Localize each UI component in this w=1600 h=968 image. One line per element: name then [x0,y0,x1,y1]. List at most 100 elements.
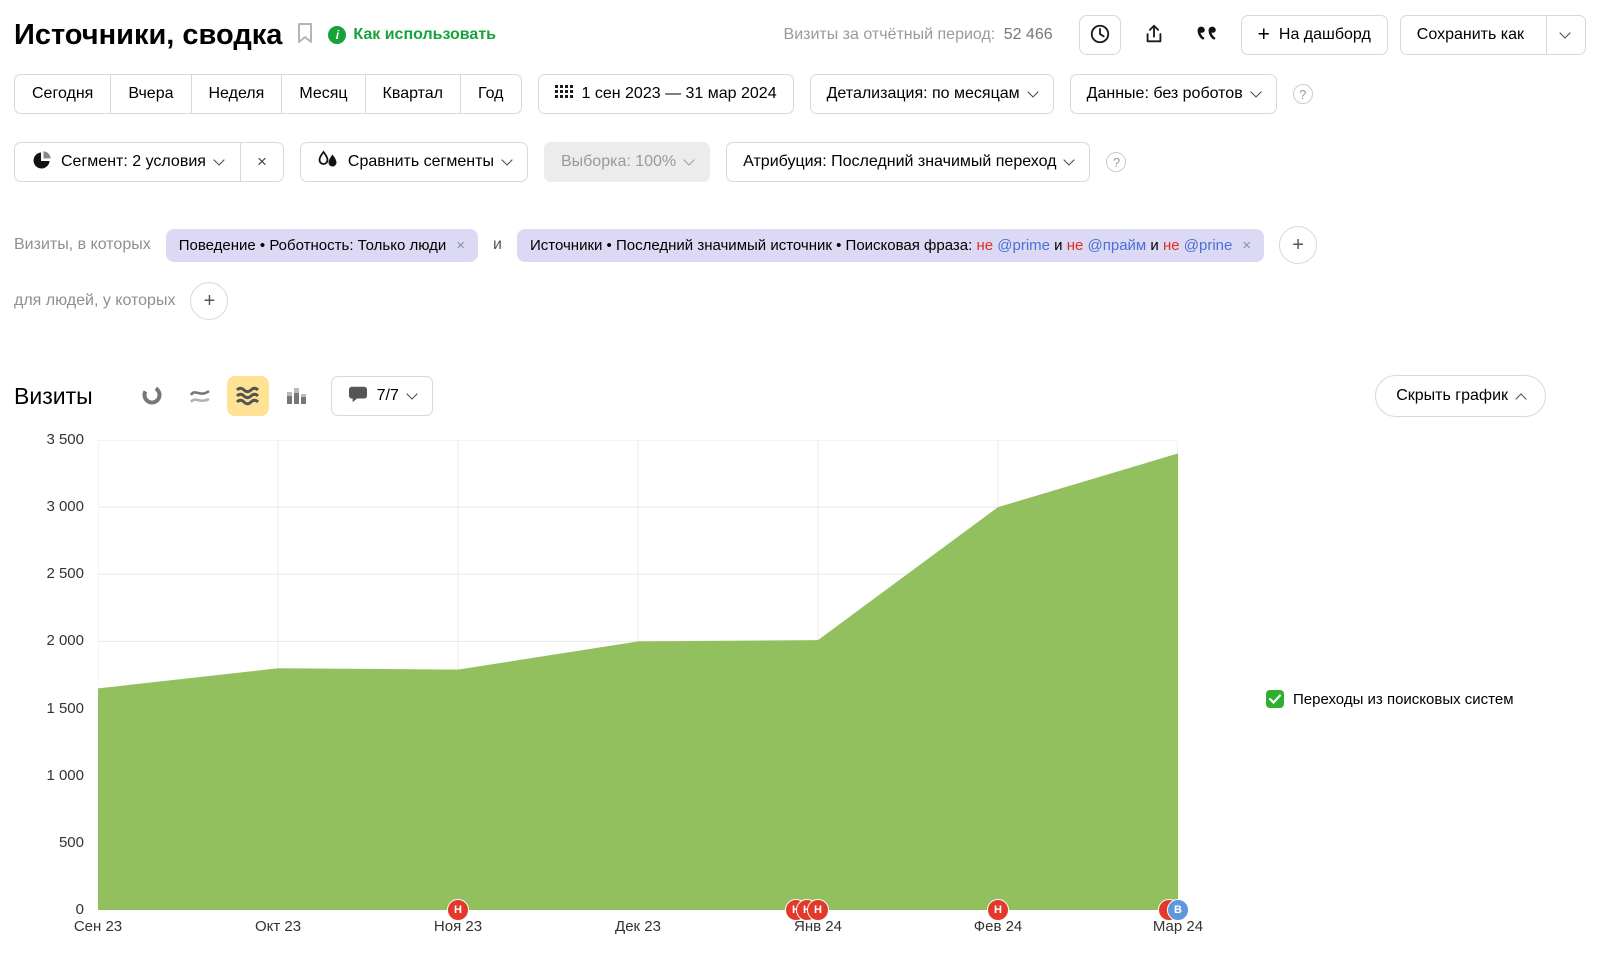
detalization-dropdown[interactable]: Детализация: по месяцам [810,74,1054,114]
chart-legend[interactable]: Переходы из поисковых систем [1266,690,1514,708]
y-axis-label: 2 000 [46,632,84,649]
y-axis-label: 3 000 [46,498,84,515]
donut-chart-icon [139,383,165,410]
droplets-icon [317,150,339,175]
period-tabs: Сегодня Вчера Неделя Месяц Квартал Год [14,74,522,114]
chart-type-pie-button[interactable] [131,376,173,416]
segment-toolbar: Сегмент: 2 условия × Сравнить сегменты В… [14,142,1586,182]
chart-type-area-button[interactable] [227,376,269,416]
info-icon: i [328,26,346,44]
quotes-icon [1196,23,1220,48]
clock-icon [1089,23,1111,48]
how-to-use-link[interactable]: i Как использовать [328,26,496,44]
filter-chip-behavior[interactable]: Поведение • Роботность: Только люди × [166,229,478,262]
x-axis-label: Сен 23 [74,918,122,935]
tab-week[interactable]: Неделя [191,74,283,114]
and-connector: и [493,236,502,254]
stacked-area-icon [235,383,261,410]
sampling-dropdown[interactable]: Выборка: 100% [544,142,710,182]
help-icon[interactable]: ? [1106,152,1126,172]
attribution-dropdown[interactable]: Атрибуция: Последний значимый переход [726,142,1090,182]
tab-quarter[interactable]: Квартал [365,74,461,114]
attribution-label: Атрибуция: Последний значимый переход [743,153,1056,171]
segment-control: Сегмент: 2 условия × [14,142,284,182]
people-conditions-row: для людей, у которых + [14,282,1586,320]
hide-chart-button[interactable]: Скрыть график [1375,375,1546,417]
filter-chip-source[interactable]: Источники • Последний значимый источник … [517,229,1264,262]
add-visit-condition-button[interactable]: + [1279,226,1317,264]
add-to-dashboard-label: На дашборд [1279,26,1371,44]
y-axis-label: 500 [59,834,84,851]
help-icon[interactable]: ? [1293,84,1313,104]
chevron-down-icon [1250,86,1261,97]
y-axis-label: 2 500 [46,565,84,582]
plot-area[interactable]: НННННВ [98,440,1178,910]
chevron-down-icon [213,154,224,165]
add-people-condition-button[interactable]: + [190,282,228,320]
save-as-button[interactable]: Сохранить как [1400,15,1586,55]
pie-segment-icon [32,150,52,175]
segment-label: Сегмент: 2 условия [61,153,206,171]
chevron-down-icon [1064,154,1075,165]
plus-icon: + [1258,24,1270,45]
x-axis-label: Фев 24 [974,918,1023,935]
annotations-button[interactable] [1187,15,1229,55]
segment-dropdown[interactable]: Сегмент: 2 условия [14,142,241,182]
compare-segments-dropdown[interactable]: Сравнить сегменты [300,142,528,182]
add-to-dashboard-button[interactable]: + На дашборд [1241,15,1388,55]
save-as-dropdown[interactable] [1546,16,1569,54]
chart-type-line-button[interactable] [179,376,221,416]
remove-filter-icon[interactable]: × [1242,237,1251,254]
legend-checkbox[interactable] [1266,690,1284,708]
x-axis-label: Ноя 23 [434,918,482,935]
compare-segments-label: Сравнить сегменты [348,153,494,171]
export-button[interactable] [1133,15,1175,55]
hide-chart-label: Скрыть график [1396,387,1508,405]
tab-year[interactable]: Год [460,74,521,114]
data-mode-dropdown[interactable]: Данные: без роботов [1070,74,1277,114]
y-axis-label: 1 000 [46,767,84,784]
date-range-label: 1 сен 2023 — 31 мар 2024 [582,85,777,103]
visits-chart: 05001 0001 5002 0002 5003 0003 500 ННННН… [14,440,1586,946]
filter-chip-behavior-text: Поведение • Роботность: Только люди [179,237,447,254]
date-range-button[interactable]: 1 сен 2023 — 31 мар 2024 [538,74,794,114]
tab-yesterday[interactable]: Вчера [110,74,191,114]
tab-today[interactable]: Сегодня [14,74,111,114]
chart-type-bar-button[interactable] [275,376,317,416]
chevron-down-icon [1027,86,1038,97]
speech-bubble-icon [348,385,368,408]
sources-summary-report: Источники, сводка i Как использовать Виз… [0,0,1600,946]
chart-grid: 05001 0001 5002 0002 5003 0003 500 ННННН… [14,440,1586,910]
annotations-count-label: 7/7 [377,387,399,405]
y-axis-label: 1 500 [46,700,84,717]
chevron-down-icon [1559,27,1570,38]
y-axis-label: 3 500 [46,431,84,448]
stacked-bar-icon [283,383,309,410]
calendar-grid-icon [555,85,573,104]
bookmark-icon[interactable] [296,22,314,49]
tab-month[interactable]: Месяц [281,74,365,114]
legend-label: Переходы из поисковых систем [1293,691,1514,708]
report-header: Источники, сводка i Как использовать Виз… [14,12,1586,58]
x-axis-label: Янв 24 [794,918,842,935]
clear-segment-button[interactable]: × [240,142,284,182]
visits-period-label: Визиты за отчётный период: [784,26,996,43]
x-axis: Сен 23Окт 23Ноя 23Дек 23Янв 24Фев 24Мар … [98,918,1178,946]
page-title: Источники, сводка [14,19,282,52]
remove-filter-icon[interactable]: × [456,237,465,254]
how-to-use-label: Как использовать [353,26,496,44]
y-axis-label: 0 [76,901,84,918]
visits-in-which-label: Визиты, в которых [14,236,151,254]
visits-period: Визиты за отчётный период: 52 466 [784,26,1053,44]
chevron-down-icon [406,388,417,399]
save-as-label: Сохранить как [1417,26,1524,44]
report-header-right: Визиты за отчётный период: 52 466 [784,15,1586,55]
chevron-up-icon [1515,393,1526,404]
report-header-left: Источники, сводка i Как использовать [14,19,496,52]
chevron-down-icon [501,154,512,165]
chart-type-switcher [131,376,317,416]
history-button[interactable] [1079,15,1121,55]
plus-icon: + [204,290,216,313]
annotations-count-button[interactable]: 7/7 [331,376,433,416]
close-icon: × [257,152,267,172]
